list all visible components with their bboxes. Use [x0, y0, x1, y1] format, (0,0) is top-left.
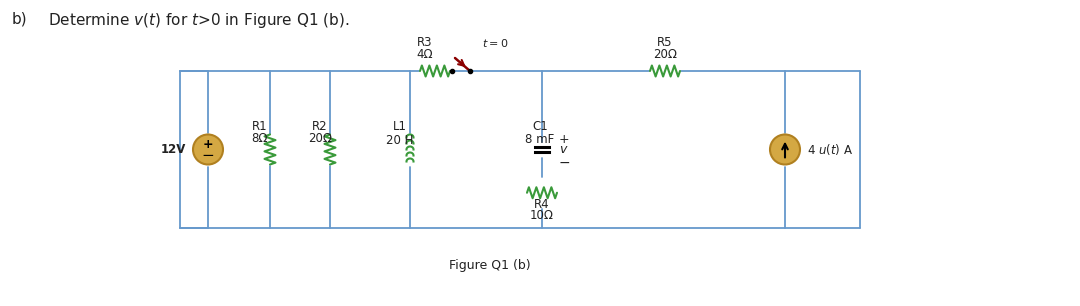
Circle shape	[193, 135, 222, 165]
Text: 20Ω: 20Ω	[308, 132, 332, 144]
Text: b): b)	[12, 11, 28, 26]
Text: 10Ω: 10Ω	[530, 209, 554, 222]
Text: +: +	[558, 133, 569, 146]
Text: 4Ω: 4Ω	[417, 48, 433, 61]
Circle shape	[770, 135, 800, 165]
Text: R5: R5	[658, 36, 673, 49]
Text: 20Ω: 20Ω	[653, 48, 677, 61]
Text: Determine $v(t)$ for $t$>0 in Figure Q1 (b).: Determine $v(t)$ for $t$>0 in Figure Q1 …	[48, 11, 350, 30]
Text: 12V: 12V	[161, 143, 186, 156]
Text: −: −	[202, 148, 214, 163]
Text: R1: R1	[253, 120, 268, 132]
Text: R2: R2	[312, 120, 328, 132]
Text: R3: R3	[417, 36, 433, 49]
Text: $t=0$: $t=0$	[482, 37, 509, 49]
Text: $v$: $v$	[559, 143, 569, 156]
Text: 8 mF: 8 mF	[525, 132, 555, 145]
Text: C1: C1	[532, 120, 548, 132]
Text: 8Ω: 8Ω	[252, 132, 268, 144]
Text: +: +	[203, 137, 214, 151]
Text: Figure Q1 (b): Figure Q1 (b)	[449, 259, 530, 273]
Text: 20 H: 20 H	[387, 133, 414, 147]
Text: R4: R4	[535, 198, 550, 211]
Text: 4 $u(t)$ A: 4 $u(t)$ A	[807, 142, 853, 157]
Text: L1: L1	[393, 120, 407, 132]
Text: −: −	[558, 155, 570, 170]
